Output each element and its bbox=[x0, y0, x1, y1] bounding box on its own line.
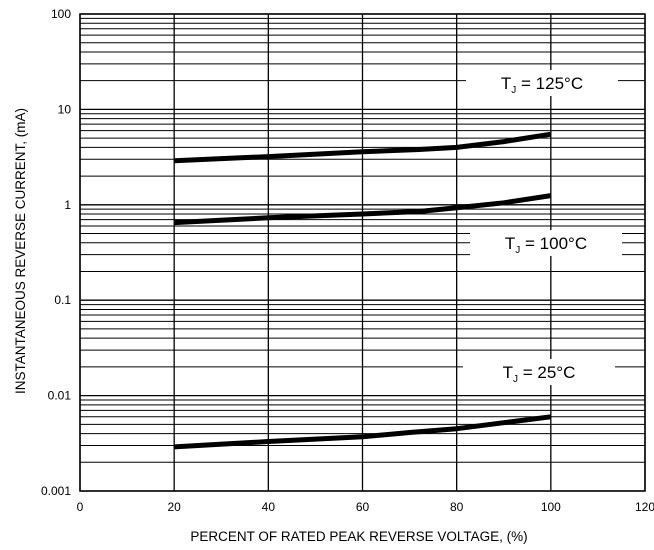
y-tick-label: 1 bbox=[64, 198, 71, 212]
y-tick-label: 100 bbox=[51, 7, 71, 21]
x-tick-label: 0 bbox=[77, 500, 84, 514]
y-tick-label: 0.1 bbox=[54, 293, 71, 307]
x-tick-label: 120 bbox=[635, 500, 654, 514]
x-tick-label: 60 bbox=[356, 500, 370, 514]
y-tick-label: 0.01 bbox=[48, 389, 72, 403]
x-tick-label: 80 bbox=[450, 500, 464, 514]
y-tick-label: 10 bbox=[58, 102, 72, 116]
x-tick-label: 40 bbox=[262, 500, 276, 514]
y-tick-label: 0.001 bbox=[41, 484, 71, 498]
x-axis-label: PERCENT OF RATED PEAK REVERSE VOLTAGE, (… bbox=[190, 529, 527, 544]
y-axis-label: INSTANTANEOUS REVERSE CURRENT, (mA) bbox=[13, 108, 28, 394]
x-tick-label: 100 bbox=[541, 500, 561, 514]
x-tick-label: 20 bbox=[167, 500, 181, 514]
